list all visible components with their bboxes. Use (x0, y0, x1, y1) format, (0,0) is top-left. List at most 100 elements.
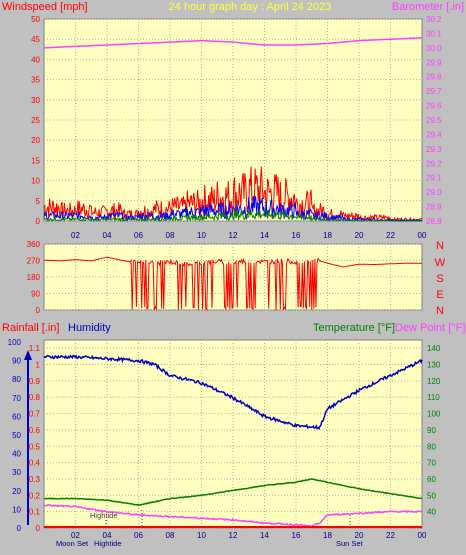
baro-tick-3: 29.1 (426, 174, 442, 183)
compass-e: E (436, 289, 443, 301)
rain-series (43, 354, 423, 528)
rain-tick-10: 1 (36, 361, 41, 370)
wind-low-line (43, 208, 422, 223)
humidity-tick-0: 0 (17, 524, 22, 533)
x-tick-rain-7: 16 (292, 531, 301, 540)
x-tick-wind-11: 00 (418, 231, 427, 240)
x-tick-wind-0: 02 (71, 231, 80, 240)
x-tick-wind-2: 06 (134, 231, 143, 240)
hightide-label: Hightide (90, 511, 118, 520)
temp-tick-1: 50 (427, 491, 436, 500)
chart-title: 24 hour graph day : April 24 2023 (169, 1, 332, 13)
compass-n-bottom: N (436, 305, 444, 317)
rain-tick-3: 0.3 (29, 475, 41, 484)
humidity-line (43, 354, 423, 430)
wind-tick-8: 40 (31, 55, 40, 64)
dir-tick-0: 0 (36, 306, 41, 315)
humidity-tick-4: 40 (12, 450, 21, 459)
moonset-label: Moon Set (56, 539, 89, 548)
baro-tick-14: 30.2 (426, 15, 442, 24)
temp-tick-8: 120 (427, 377, 441, 386)
rain-tick-1: 0.1 (29, 508, 41, 517)
wind-tick-2: 10 (31, 177, 40, 186)
rain-tick-7: 0.7 (29, 410, 41, 419)
baro-tick-12: 30.0 (426, 44, 442, 53)
humidity-tick-8: 80 (12, 375, 21, 384)
temp-tick-4: 80 (427, 442, 436, 451)
x-tick-rain-3: 08 (166, 531, 175, 540)
compass-n-top: N (436, 240, 444, 252)
humidity-tick-2: 20 (12, 487, 21, 496)
x-tick-rain-0: 02 (71, 531, 80, 540)
wind-tick-3: 15 (31, 156, 40, 165)
baro-tick-4: 29.2 (426, 159, 442, 168)
wind-series (43, 37, 423, 223)
wind-avg-line (43, 194, 423, 222)
temp-tick-0: 40 (427, 508, 436, 517)
humidity-tick-3: 30 (12, 468, 21, 477)
x-tick-rain-1: 04 (103, 531, 112, 540)
baro-tick-10: 29.8 (426, 73, 442, 82)
direction-series (43, 256, 422, 312)
wind-tick-6: 30 (31, 96, 40, 105)
humidity-tick-9: 90 (12, 357, 21, 366)
baro-tick-1: 28.9 (426, 203, 442, 212)
x-tick-wind-5: 12 (229, 231, 238, 240)
humidity-tick-7: 70 (12, 394, 21, 403)
x-tick-rain-9: 20 (355, 531, 364, 540)
x-tick-rain-5: 12 (229, 531, 238, 540)
x-tick-wind-8: 18 (323, 231, 332, 240)
temperature-label: Temperature [°F] (313, 322, 395, 334)
rain-ticks: 0 0.1 0.2 0.3 0.4 0.5 0.6 0.7 0.8 0.9 1 1.1 0 10 20 30 4… (8, 338, 441, 533)
wind-tick-1: 5 (36, 197, 41, 206)
wind-tick-0: 0 (36, 217, 41, 226)
x-tick-wind-3: 08 (166, 231, 175, 240)
rain-tick-4: 0.4 (29, 459, 41, 468)
rain-tick-8: 0.8 (29, 393, 41, 402)
humidity-tick-5: 50 (12, 431, 21, 440)
temp-tick-9: 130 (427, 361, 441, 370)
temperature-line (43, 478, 422, 507)
temp-tick-3: 70 (427, 459, 436, 468)
barometer-line (43, 37, 423, 49)
dewpoint-line (43, 503, 423, 528)
x-tick-rain-11: 00 (418, 531, 427, 540)
rain-tick-5: 0.5 (29, 442, 41, 451)
x-tick-wind-1: 04 (103, 231, 112, 240)
rain-tick-0: 0 (36, 524, 41, 533)
humidity-tick-10: 100 (8, 338, 22, 347)
dir-tick-2: 180 (27, 273, 41, 282)
direction-grid (44, 243, 422, 311)
baro-tick-0: 28.8 (426, 217, 442, 226)
wind-tick-4: 20 (31, 136, 40, 145)
x-ticks: 02 02 04 04 06 06 08 08 10 10 12 12 14 14 16 16 18 18 20 20… (71, 231, 427, 540)
x-tick-wind-9: 20 (355, 231, 364, 240)
baro-tick-8: 29.6 (426, 102, 442, 111)
baro-tick-6: 29.4 (426, 130, 442, 139)
dir-tick-1: 90 (31, 290, 40, 299)
wind-tick-9: 45 (31, 35, 40, 44)
humidity-label: Humidity (68, 322, 111, 334)
rain-tick-11: 1.1 (29, 344, 41, 353)
temp-tick-6: 100 (427, 410, 441, 419)
temp-tick-7: 110 (427, 393, 440, 402)
dir-tick-4: 360 (27, 240, 41, 249)
x-tick-rain-2: 06 (134, 531, 143, 540)
x-tick-wind-7: 16 (292, 231, 301, 240)
wind-direction-line (43, 256, 422, 312)
wind-tick-7: 35 (31, 76, 40, 85)
wind-tick-5: 25 (31, 116, 40, 125)
humidity-axis-arrow-icon (24, 350, 32, 360)
x-tick-wind-6: 14 (260, 231, 269, 240)
x-tick-rain-4: 10 (197, 531, 206, 540)
temp-tick-10: 140 (427, 344, 441, 353)
x-tick-rain-10: 22 (386, 531, 395, 540)
x-tick-wind-10: 22 (386, 231, 395, 240)
rain-tick-6: 0.6 (29, 426, 41, 435)
baro-tick-2: 29.0 (426, 188, 442, 197)
dir-tick-3: 270 (27, 257, 41, 266)
temp-tick-2: 60 (427, 475, 436, 484)
baro-tick-7: 29.5 (426, 116, 442, 125)
rainfall-label: Rainfall [.in] (2, 322, 59, 334)
